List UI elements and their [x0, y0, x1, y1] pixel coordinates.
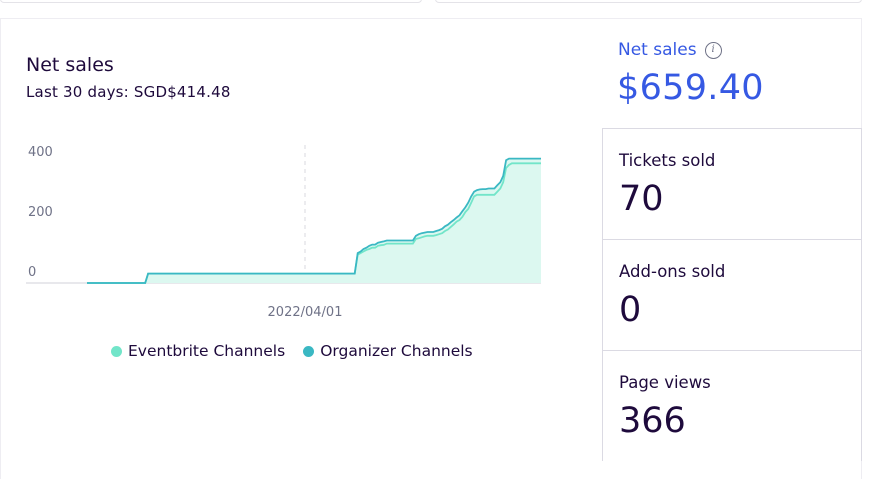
y-tick-label: 0 — [28, 265, 36, 280]
addons-sold-label: Add-ons sold — [619, 262, 726, 281]
tickets-sold-label: Tickets sold — [619, 151, 716, 170]
y-tick-label: 200 — [28, 205, 53, 220]
legend-item-eventbrite[interactable]: Eventbrite Channels — [111, 342, 285, 360]
previous-card-right — [435, 0, 862, 3]
legend-item-organizer[interactable]: Organizer Channels — [303, 342, 473, 360]
addons-sold-box: Add-ons sold 0 — [602, 239, 862, 351]
net-sales-label-text: Net sales — [618, 40, 697, 60]
legend-swatch-organizer — [303, 345, 315, 357]
tickets-sold-box: Tickets sold 70 — [602, 128, 862, 240]
chart-subtitle: Last 30 days: SGD$414.48 — [26, 83, 231, 101]
previous-card-left — [0, 0, 422, 3]
net-sales-value: $659.40 — [617, 68, 764, 108]
x-tick-label: 2022/04/01 — [268, 305, 343, 320]
series-area-eventbrite — [87, 163, 541, 283]
info-icon[interactable]: i — [704, 41, 722, 59]
page-views-label: Page views — [619, 373, 711, 392]
series-line-organizer — [87, 157, 541, 284]
tickets-sold-value: 70 — [619, 179, 664, 219]
addons-sold-value: 0 — [619, 290, 642, 330]
legend-label-eventbrite: Eventbrite Channels — [128, 342, 286, 360]
page-views-value: 366 — [619, 401, 686, 441]
chart-legend: Eventbrite Channels Organizer Channels — [111, 342, 473, 360]
chart-title: Net sales — [26, 54, 114, 76]
y-tick-label: 400 — [28, 145, 53, 160]
page-views-box: Page views 366 — [602, 350, 862, 461]
net-sales-chart: 0 200 400 2022/04/01 — [26, 145, 541, 320]
legend-swatch-eventbrite — [111, 345, 122, 357]
legend-label-organizer: Organizer Channels — [320, 342, 473, 360]
net-sales-label: Net sales i — [618, 40, 722, 60]
